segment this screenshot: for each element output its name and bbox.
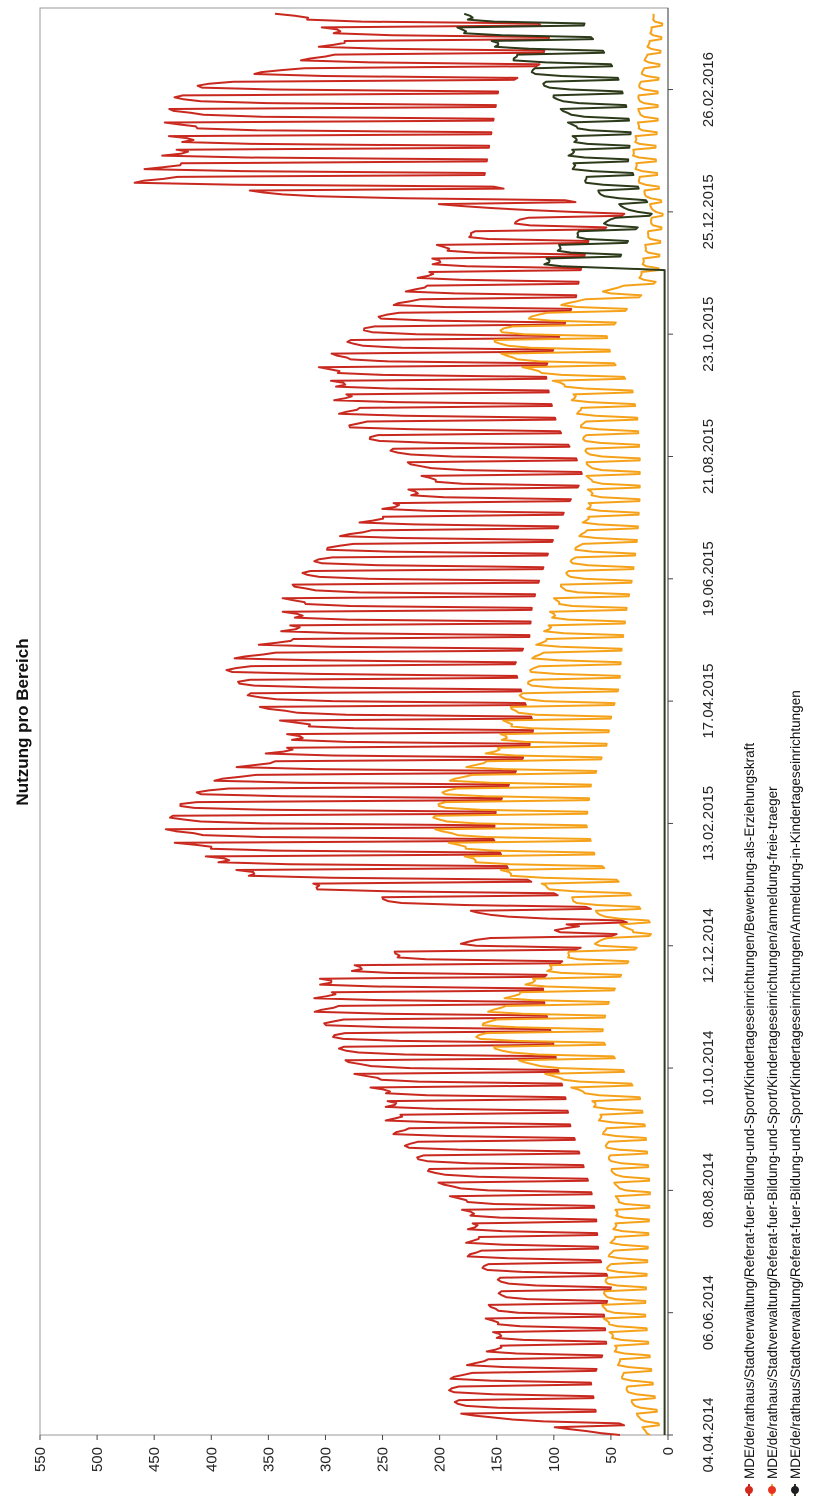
value-tick-label: 50 <box>603 1447 620 1464</box>
date-tick-label: 23.10.2015 <box>700 297 717 372</box>
legend-label-2: MDE/de/rathaus/Stadtverwaltung/Referat-f… <box>765 786 780 1479</box>
legend-marker-2 <box>768 1486 776 1494</box>
date-tick-label: 08.08.2014 <box>700 1153 717 1228</box>
chart-title: Nutzung pro Bereich <box>13 638 32 805</box>
legend-label-3: MDE/de/rathaus/Stadtverwaltung/Referat-f… <box>788 690 803 1479</box>
value-tick-label: 550 <box>32 1447 49 1472</box>
date-tick-label: 19.06.2015 <box>700 541 717 616</box>
plot-area <box>39 7 669 1436</box>
series-2 <box>432 13 664 1436</box>
axes: 0 50 100 150 200 250 300 350 400 450 500 550 04.04.2… <box>32 52 717 1473</box>
value-tick-label: 350 <box>260 1447 277 1472</box>
date-tick-label: 04.04.2014 <box>700 1397 717 1472</box>
date-tick-label: 10.10.2014 <box>700 1031 717 1106</box>
value-tick-label: 500 <box>89 1447 106 1472</box>
series-line-2 <box>432 13 664 1436</box>
value-tick-label: 200 <box>432 1447 449 1472</box>
value-tick-label: 0 <box>660 1447 677 1455</box>
date-tick-label: 21.08.2015 <box>700 419 717 494</box>
value-tick-label: 250 <box>375 1447 392 1472</box>
date-tick-label: 26.02.2016 <box>700 52 717 127</box>
value-tick-label: 400 <box>203 1447 220 1472</box>
legend: MDE/de/rathaus/Stadtverwaltung/Referat-f… <box>742 690 803 1496</box>
date-tick-label: 17.04.2015 <box>700 664 717 739</box>
legend-label-1: MDE/de/rathaus/Stadtverwaltung/Referat-f… <box>742 743 757 1479</box>
legend-marker-3 <box>791 1486 799 1494</box>
value-tick-label: 450 <box>146 1447 163 1472</box>
date-tick-label: 13.02.2015 <box>700 786 717 861</box>
date-tick-label: 25.12.2015 <box>700 174 717 249</box>
series-3 <box>456 12 666 1435</box>
series-line-1 <box>133 12 628 1436</box>
date-tick-label: 12.12.2014 <box>700 908 717 983</box>
value-tick-label: 150 <box>489 1447 506 1472</box>
value-tick-label: 100 <box>546 1447 563 1472</box>
series-line-3 <box>456 12 666 1435</box>
value-tick-label: 300 <box>317 1447 334 1472</box>
series-1 <box>133 12 628 1436</box>
legend-marker-1 <box>745 1486 753 1494</box>
date-tick-label: 06.06.2014 <box>700 1275 717 1350</box>
